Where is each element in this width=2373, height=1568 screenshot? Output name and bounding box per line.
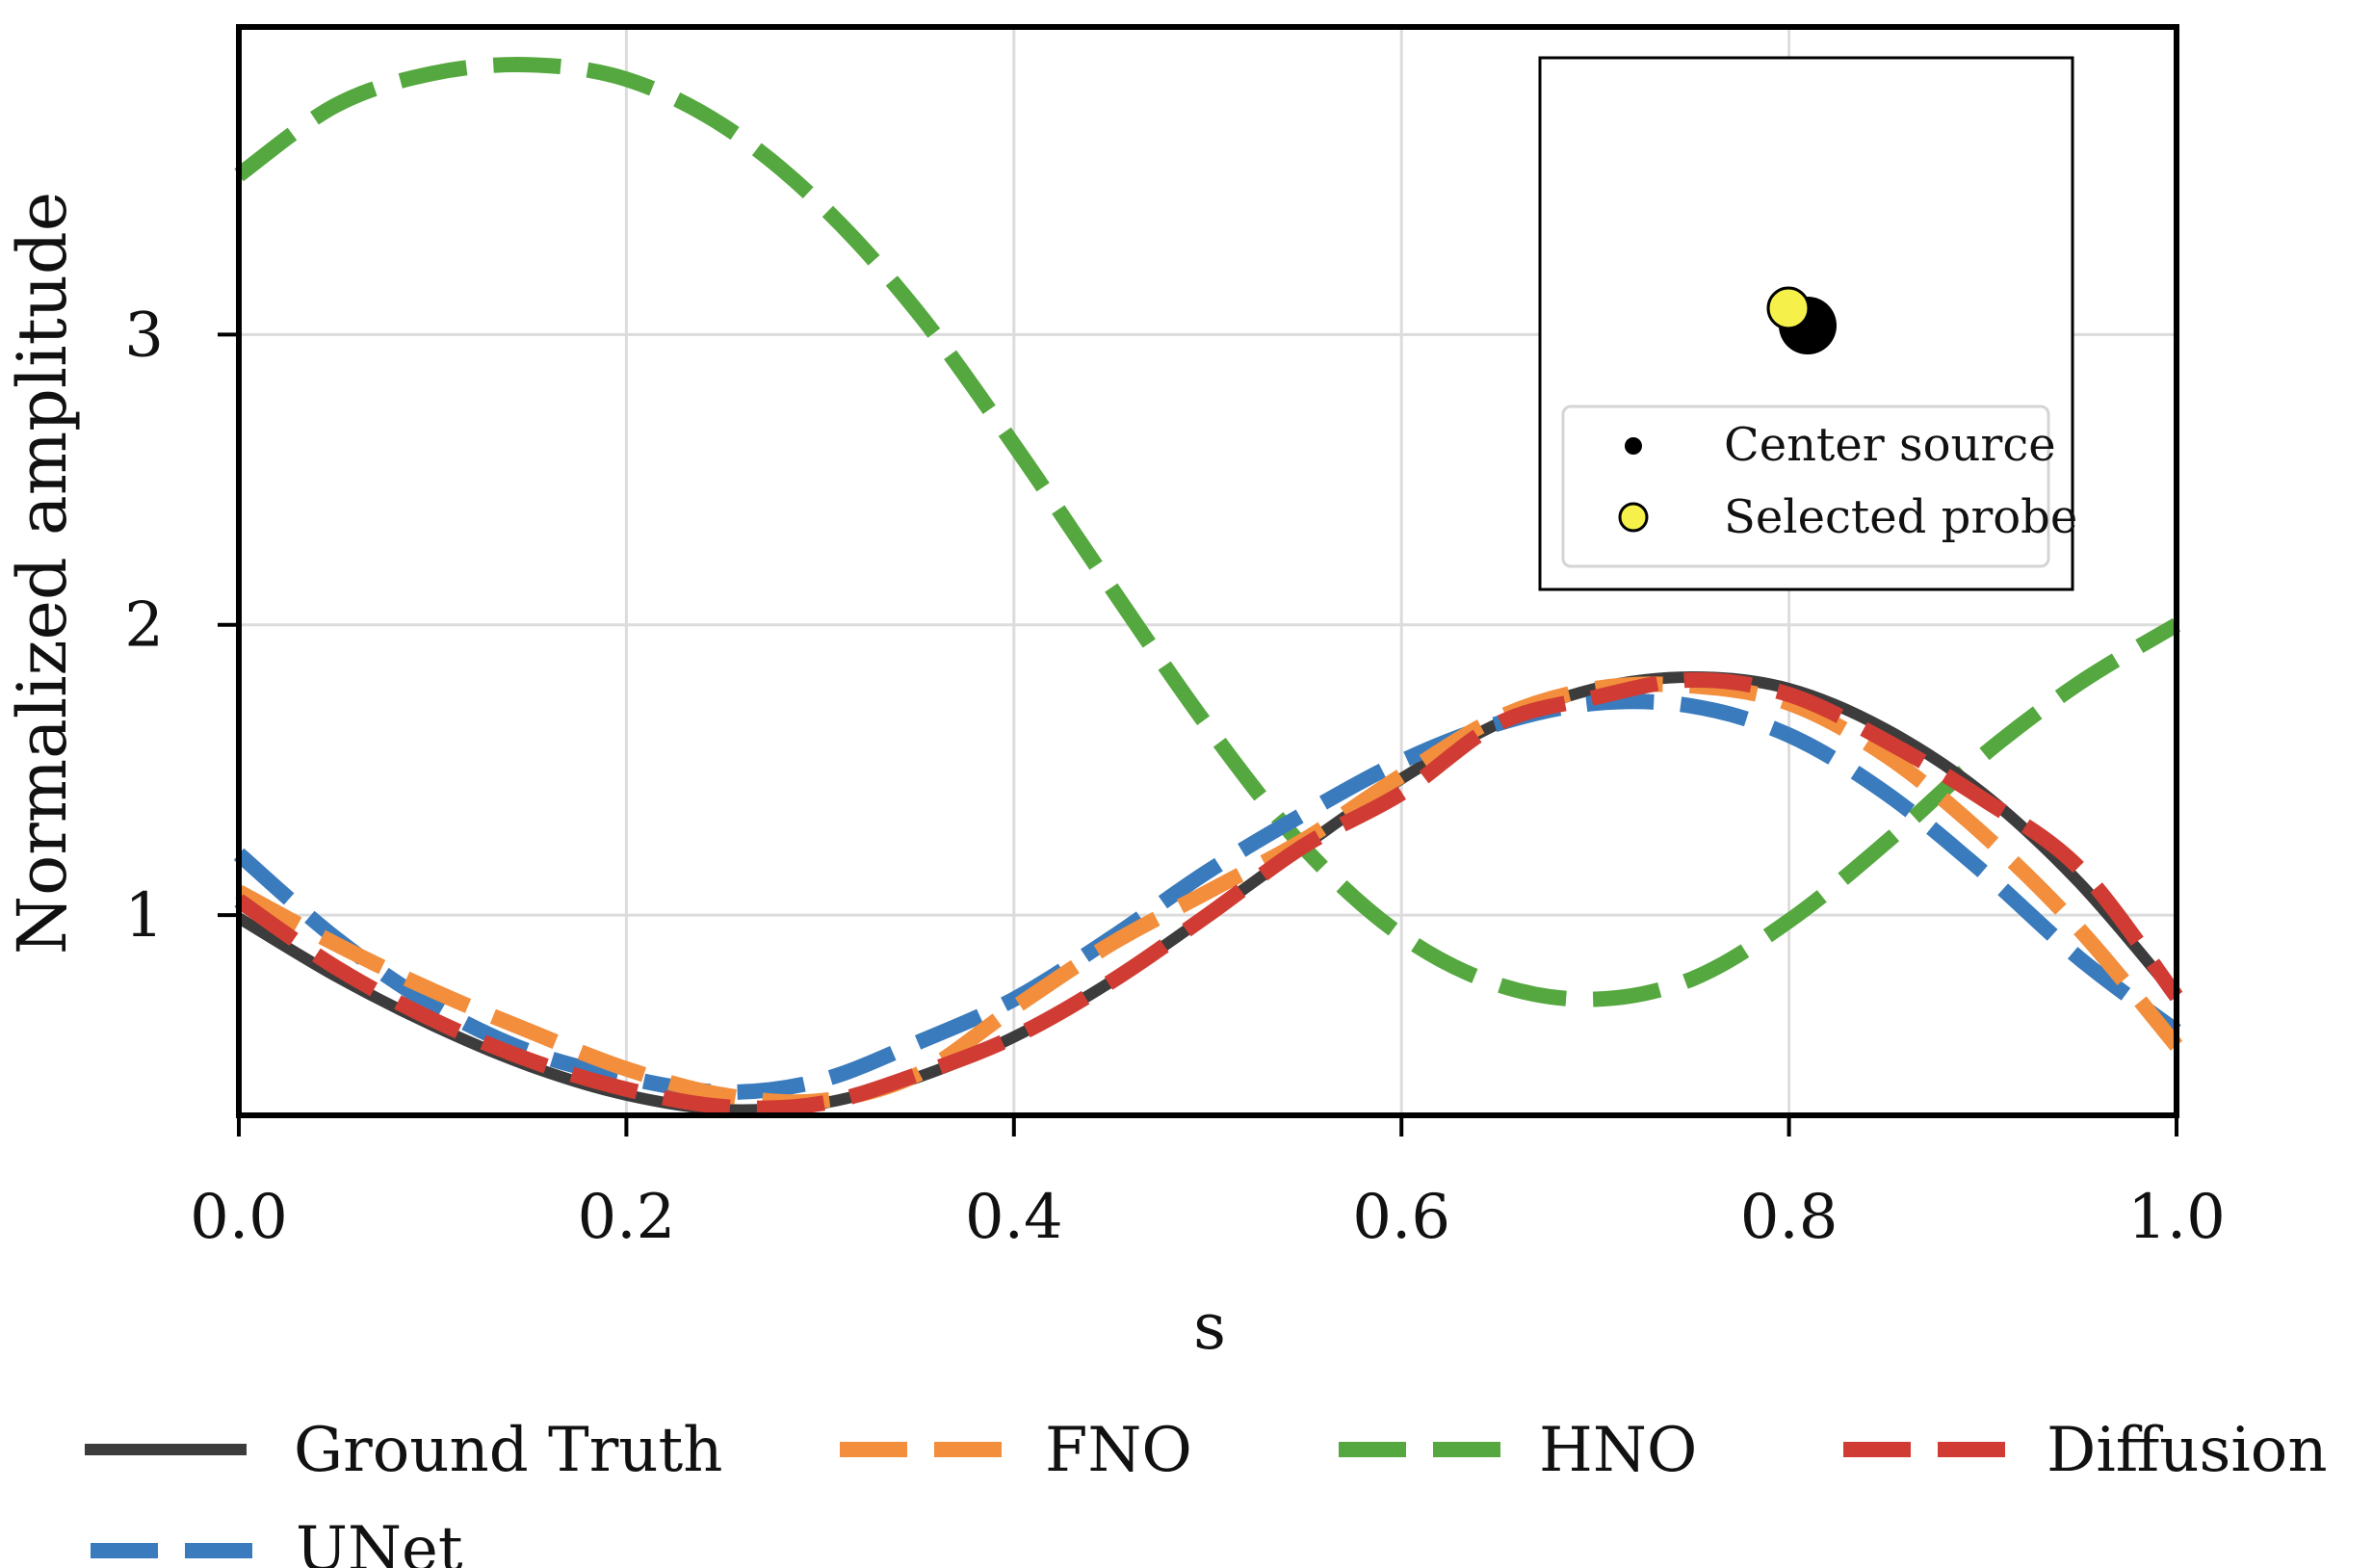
legend-label-unet: UNet bbox=[296, 1514, 463, 1568]
x-tick-label: 0.8 bbox=[1740, 1182, 1838, 1253]
series-line-diffusion bbox=[234, 671, 2183, 1116]
series-line-hno bbox=[234, 57, 2181, 1007]
y-axis-label: Normalized amplitude bbox=[3, 192, 82, 954]
x-tick-label: 0.2 bbox=[578, 1182, 676, 1253]
series-line-unet bbox=[233, 693, 2181, 1100]
inset-panel: Center source Selected probe bbox=[1538, 56, 2077, 591]
y-tick-label: 1 bbox=[124, 880, 164, 952]
x-tick-label: 0.0 bbox=[190, 1182, 288, 1253]
ticks: 0.0 0.2 0.4 0.6 0.8 1.0 1 2 3 bbox=[124, 300, 2226, 1253]
legend-label-diffusion: Diffusion bbox=[2047, 1415, 2328, 1486]
selected-probe-legend-dot bbox=[1618, 502, 1649, 533]
plot-frame bbox=[236, 24, 2179, 1118]
inset-legend-box bbox=[1561, 405, 2050, 568]
center-source-legend-dot bbox=[1625, 437, 1642, 455]
selected-probe-legend-label: Selected probe bbox=[1724, 490, 2077, 544]
y-tick-label: 2 bbox=[124, 590, 164, 662]
legend-label-hno: HNO bbox=[1539, 1415, 1697, 1486]
x-tick-label: 1.0 bbox=[2127, 1182, 2226, 1253]
legend-label-fno: FNO bbox=[1045, 1415, 1192, 1486]
x-axis-label: s bbox=[1193, 1290, 1226, 1364]
legend: Ground Truth FNO HNO Diffusion UNet bbox=[85, 1415, 2328, 1568]
x-tick-label: 0.6 bbox=[1352, 1182, 1450, 1253]
selected-probe-marker bbox=[1766, 286, 1811, 330]
center-source-legend-label: Center source bbox=[1724, 418, 2056, 472]
plot-lines bbox=[233, 57, 2183, 1116]
series-line-fno bbox=[235, 676, 2183, 1111]
legend-label-ground-truth: Ground Truth bbox=[294, 1415, 722, 1486]
x-tick-label: 0.4 bbox=[965, 1182, 1063, 1253]
y-tick-label: 3 bbox=[124, 300, 164, 371]
